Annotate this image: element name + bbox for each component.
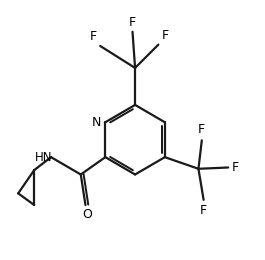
Text: F: F [129,16,136,29]
Text: F: F [200,204,207,217]
Text: F: F [90,30,97,43]
Text: O: O [82,208,92,221]
Text: HN: HN [35,151,52,164]
Text: N: N [91,116,101,129]
Text: F: F [198,124,205,136]
Text: F: F [231,161,238,174]
Text: F: F [161,29,169,42]
